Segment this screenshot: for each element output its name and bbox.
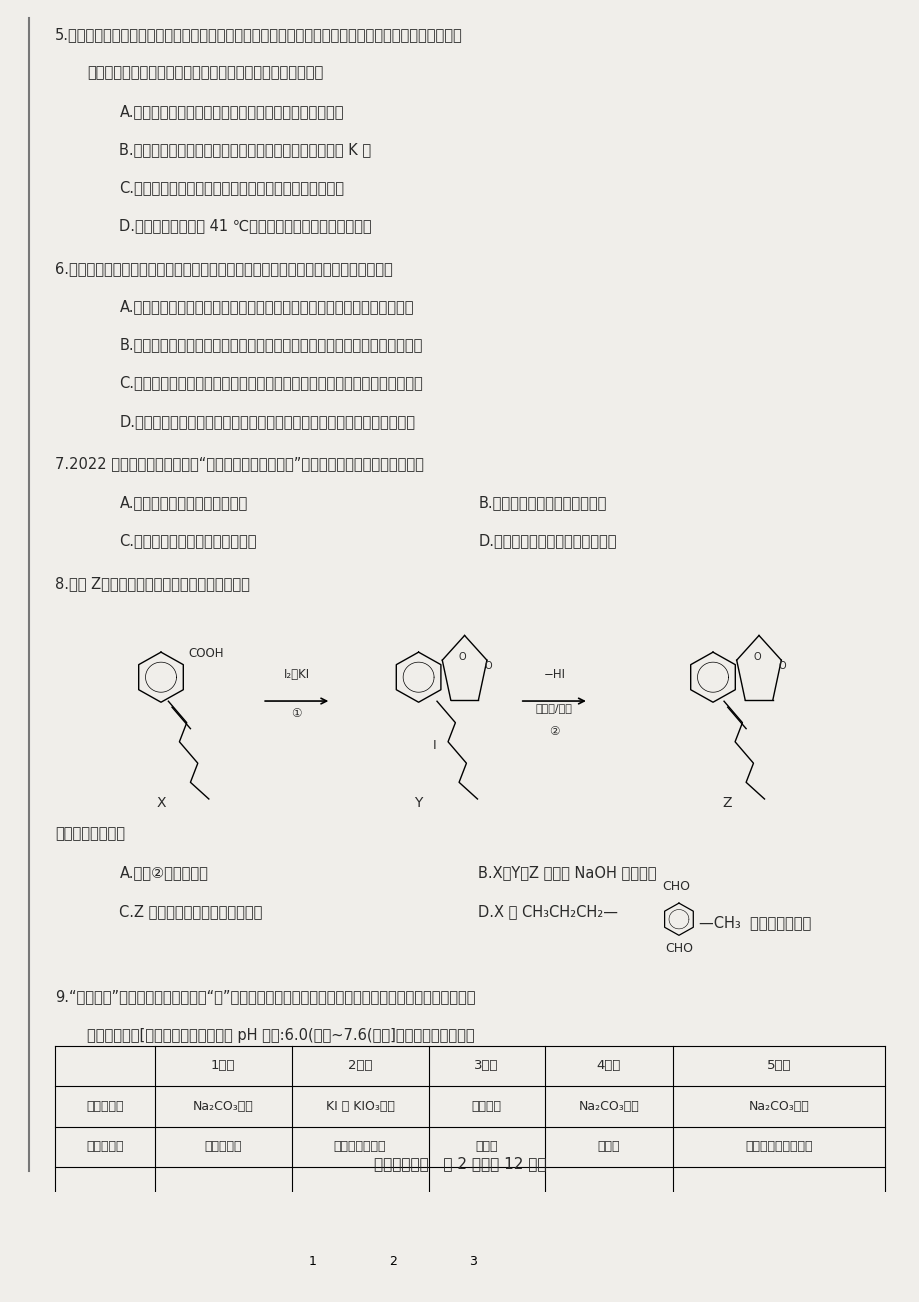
Text: ①: ① [291,707,301,720]
Text: O: O [483,660,492,671]
Text: 乙酸溶液: 乙酸溶液 [471,1100,501,1113]
Text: X: X [156,797,165,810]
Text: Z: Z [721,797,731,810]
Text: —CH₃  互为同分异构体: —CH₃ 互为同分异构体 [698,915,811,931]
Text: C.可以通过增加饲料等措施来提高柴鸡种群的环境容纳量: C.可以通过增加饲料等措施来提高柴鸡种群的环境容纳量 [119,180,344,195]
Text: 渴百里酜蓝: 渴百里酜蓝 [204,1141,242,1154]
Text: 甲基橙，渴百里酜蓝: 甲基橙，渴百里酜蓝 [744,1141,812,1154]
Text: 9.“天宫课堂”中王亚平老师在空间站“变”出奥运五环，在透明的五环模型中第一次、第二次分别加入的溶: 9.“天宫课堂”中王亚平老师在空间站“变”出奥运五环，在透明的五环模型中第一次、… [55,990,475,1005]
Text: COOH: COOH [188,647,224,660]
Text: 下列叙述错误的是: 下列叙述错误的是 [55,827,125,841]
Text: 4号环: 4号环 [596,1060,620,1073]
Text: D.积极开发太阳能、风能等新能源: D.积极开发太阳能、风能等新能源 [478,533,617,548]
Text: 甲基橙: 甲基橙 [475,1141,497,1154]
Text: O: O [777,660,786,671]
Text: CHO: CHO [664,941,692,954]
Text: −HI: −HI [543,668,564,681]
Text: 1: 1 [309,1255,316,1268]
Text: 理科综合试题   第 2 页（共 12 页）: 理科综合试题 第 2 页（共 12 页） [373,1156,546,1170]
Text: O: O [753,651,760,661]
Text: 淥粉溶液，乙酸: 淥粉溶液，乙酸 [334,1141,386,1154]
Text: 3: 3 [469,1255,476,1268]
Text: B.大量生产和使用一次性塑料袋: B.大量生产和使用一次性塑料袋 [478,495,607,510]
Text: D.X 与 CH₃CH₂CH₂—: D.X 与 CH₃CH₂CH₂— [478,904,618,919]
Text: I₂，KI: I₂，KI [283,668,310,681]
Text: O: O [459,651,466,661]
Text: C.在温暖环境中久放的萄卜会空心，重量明显减轻，主要原因是水分蔻腾散失: C.在温暖环境中久放的萄卜会空心，重量明显减轻，主要原因是水分蔻腾散失 [119,375,423,391]
Text: ②: ② [549,725,559,738]
Text: C.生活垃圾分类回收并资源化利用: C.生活垃圾分类回收并资源化利用 [119,533,256,548]
Text: 大力发展柴鸡养殖业，实现脱贫致富。下列相关叙述错误的是: 大力发展柴鸡养殖业，实现脱贫致富。下列相关叙述错误的是 [87,65,323,81]
Text: 液如下表所示[已知渴百里酜蓝变色的 pH 范围:6.0(黄）~7.6(蓝）]。下列叙述正确的是: 液如下表所示[已知渴百里酜蓝变色的 pH 范围:6.0(黄）~7.6(蓝）]。下… [87,1027,474,1043]
Text: 第一次加入: 第一次加入 [86,1100,123,1113]
Text: 6.在日常生活中，很多生活现象都蒴含着丰富的生物学知识，下列相关叙述不合理的是: 6.在日常生活中，很多生活现象都蒴含着丰富的生物学知识，下列相关叙述不合理的是 [55,262,392,276]
Text: Na₂CO₃溶液: Na₂CO₃溶液 [748,1100,809,1113]
Text: 8.药物 Z（丁烯基苯酞）可通过如下路径制备：: 8.药物 Z（丁烯基苯酞）可通过如下路径制备： [55,575,250,591]
Text: A.倡导低砸生活、推广绻色消费: A.倡导低砸生活、推广绻色消费 [119,495,247,510]
Text: D.农田施加化肊的目的是补充土壤中因簮食输出生态系统而减少的矿质元素: D.农田施加化肊的目的是补充土壤中因簮食输出生态系统而减少的矿质元素 [119,414,415,428]
Text: C.Z 分子中所有碳原子一定共平面: C.Z 分子中所有碳原子一定共平面 [119,904,263,919]
Text: 5号环: 5号环 [766,1060,790,1073]
Text: A.经过长期的人工选择，柴鸡的基因频率发生了定向改变: A.经过长期的人工选择，柴鸡的基因频率发生了定向改变 [119,104,344,118]
Text: 第二次加入: 第二次加入 [86,1141,123,1154]
Text: 5.道口烧鸡是河南省安阳市的特色传统名菜之一，被誉为中华第一鸡，选材是当地的一种柴鸡。当地农民: 5.道口烧鸡是河南省安阳市的特色传统名菜之一，被誉为中华第一鸡，选材是当地的一种… [55,27,462,43]
Text: D.柴鸡的体温大约在 41 ℃，此时细胞内酶的将化效率较高: D.柴鸡的体温大约在 41 ℃，此时细胞内酶的将化效率较高 [119,219,371,233]
Text: B.腌制果误时，高浓度的蔗糖能够抑制微生物的繁殖，起到延长保质期的作用: B.腌制果误时，高浓度的蔗糖能够抑制微生物的繁殖，起到延长保质期的作用 [119,337,423,353]
Text: CHO: CHO [662,880,689,893]
Text: KI 和 KIO₃溶液: KI 和 KIO₃溶液 [325,1100,394,1113]
Text: 2: 2 [389,1255,396,1268]
Text: A.水果用保鲜薄膜包裹，可以减少水分散失、降低呼吸速率，起到保鲜作用: A.水果用保鲜薄膜包裹，可以减少水分散失、降低呼吸速率，起到保鲜作用 [119,299,414,314]
Text: 7.2022 年世界地球日的主题是“携手为保护地球投资！”，下列做法不符合这一主题的是: 7.2022 年世界地球日的主题是“携手为保护地球投资！”，下列做法不符合这一主… [55,457,424,471]
Text: 3号环: 3号环 [474,1060,498,1073]
Text: Na₂CO₃溶液: Na₂CO₃溶液 [578,1100,639,1113]
Text: A.反应②为消去反应: A.反应②为消去反应 [119,866,208,880]
Text: Na₂CO₃溶液: Na₂CO₃溶液 [192,1100,253,1113]
Text: 甲基橙: 甲基橙 [597,1141,619,1154]
Text: Y: Y [414,797,423,810]
Text: B.为了持续获得最大经济效益，需将柴鸡种群数量控制在 K 値: B.为了持续获得最大经济效益，需将柴鸡种群数量控制在 K 値 [119,142,371,156]
Text: 1号环: 1号环 [210,1060,235,1073]
Text: 醒酸钔/乙醇: 醒酸钔/乙醇 [535,703,573,713]
Text: 2号环: 2号环 [347,1060,372,1073]
Text: I: I [432,740,436,753]
Text: B.X、Y、Z 均能与 NaOH 溶液反应: B.X、Y、Z 均能与 NaOH 溶液反应 [478,866,656,880]
